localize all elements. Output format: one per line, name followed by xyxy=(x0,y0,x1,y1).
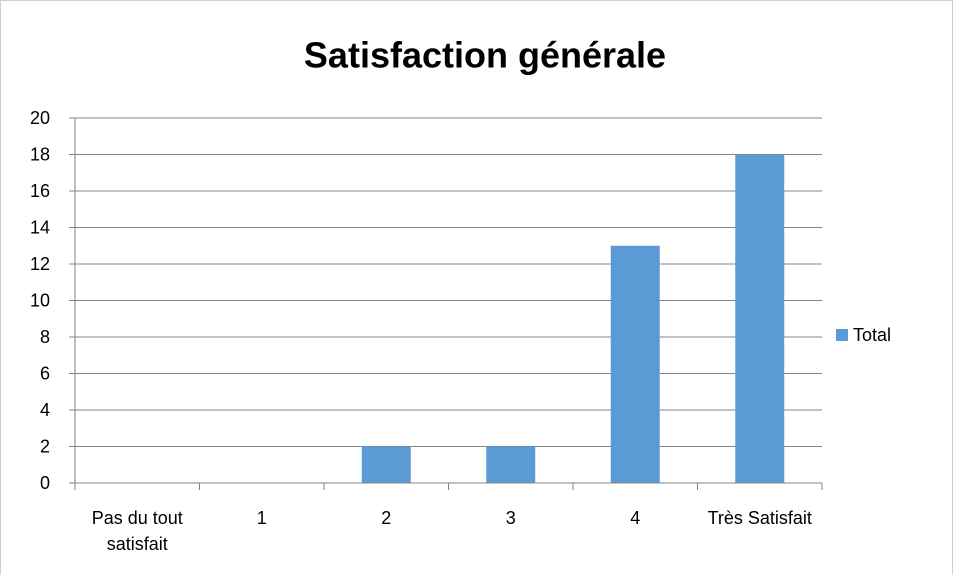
y-tick-label: 4 xyxy=(40,400,50,420)
x-tick-label: 4 xyxy=(630,508,641,528)
x-tick-label: Très Satisfait xyxy=(707,508,812,528)
y-tick-label: 14 xyxy=(30,217,50,237)
y-tick-label: 6 xyxy=(40,363,50,383)
y-tick-label: 2 xyxy=(40,436,50,456)
y-tick-label: 10 xyxy=(30,290,50,310)
y-tick-label: 18 xyxy=(30,144,50,164)
x-tick-label: 1 xyxy=(256,508,267,528)
x-tick-label: 2 xyxy=(381,508,392,528)
bar xyxy=(735,154,785,483)
x-tick-label: 3 xyxy=(505,508,516,528)
y-tick-label: 16 xyxy=(30,181,50,201)
legend-label: Total xyxy=(853,325,891,345)
y-tick-label: 8 xyxy=(40,327,50,347)
y-tick-label: 12 xyxy=(30,254,50,274)
bar xyxy=(610,245,660,483)
y-tick-label: 20 xyxy=(30,108,50,128)
y-tick-label: 0 xyxy=(40,473,50,493)
legend-swatch xyxy=(836,329,848,341)
chart-title: Satisfaction générale xyxy=(304,35,666,76)
bar xyxy=(361,446,411,483)
x-tick-label: Pas du tout satisfait xyxy=(91,508,183,554)
bar xyxy=(486,446,536,483)
